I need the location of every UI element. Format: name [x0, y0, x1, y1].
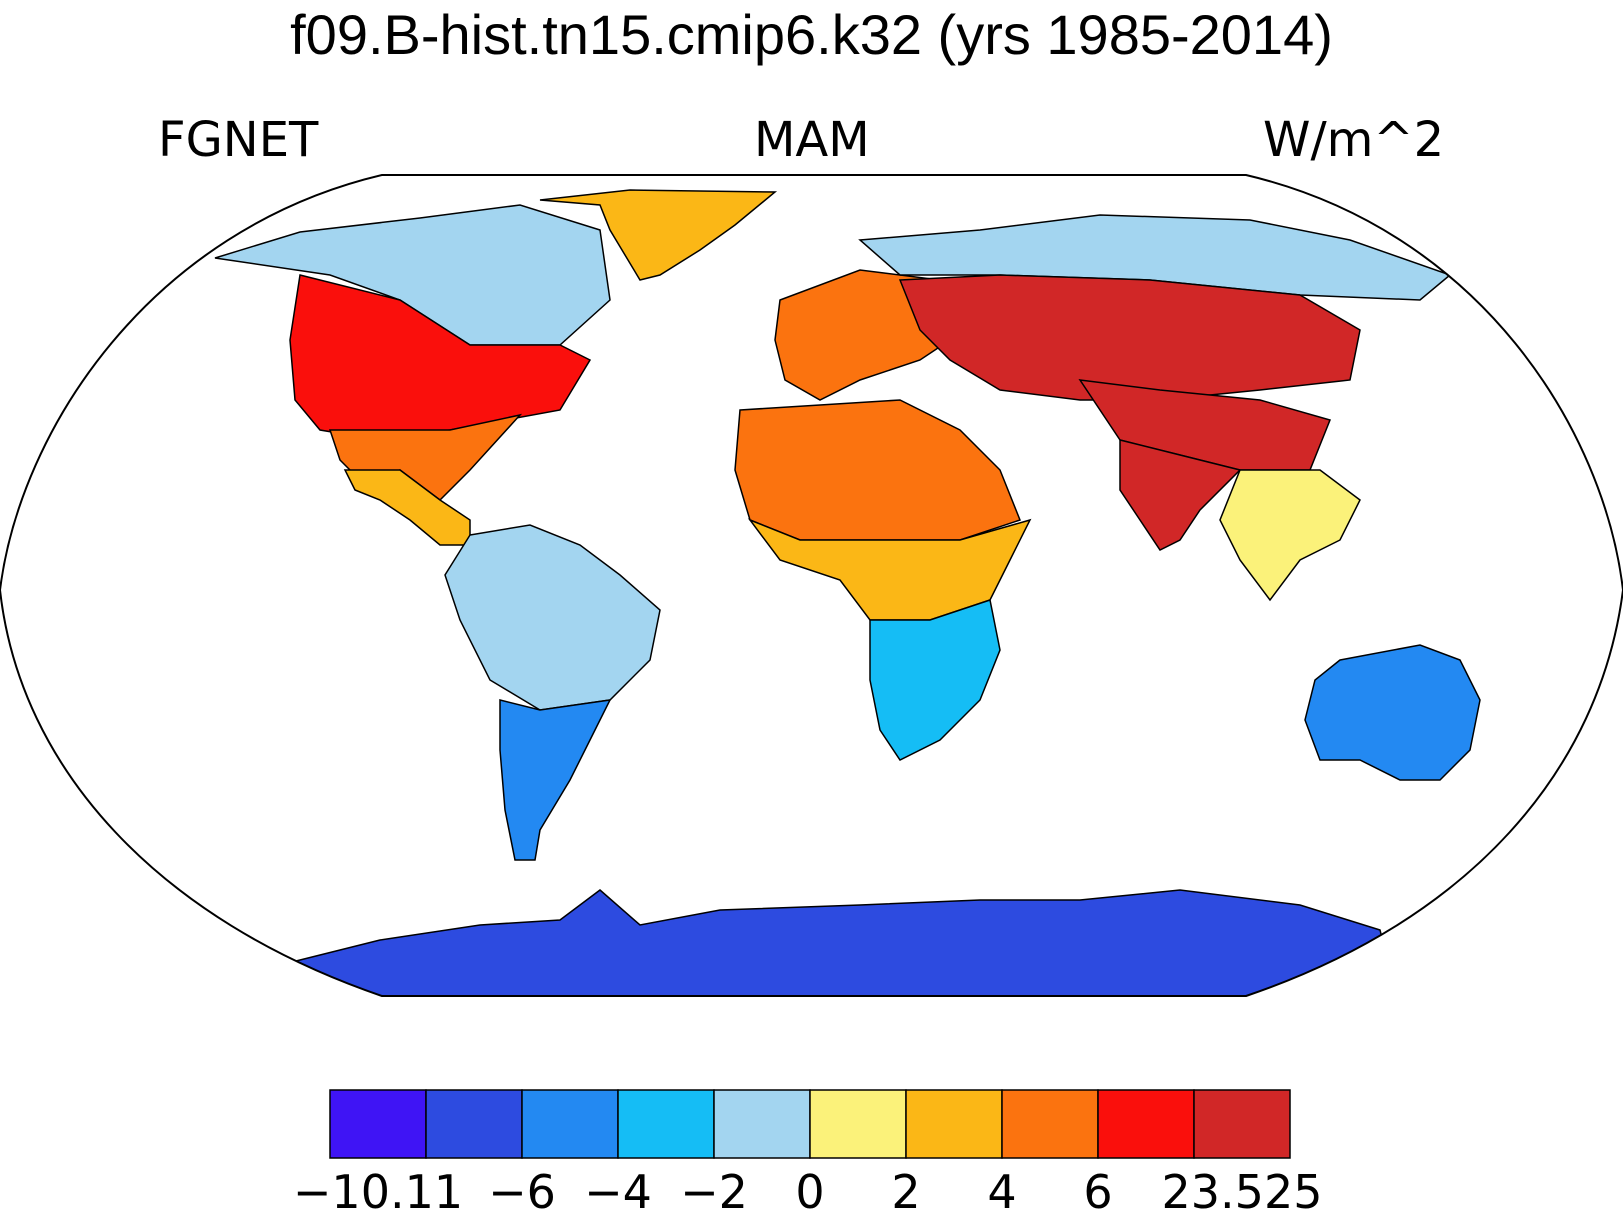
- colorbar-box: [905, 1089, 1003, 1159]
- colorbar-tick-label: 4: [987, 1165, 1017, 1219]
- colorbar-box: [617, 1089, 715, 1159]
- colorbar-box: [329, 1089, 427, 1159]
- region-sahara: [734, 399, 1021, 541]
- region-greenland: [539, 189, 778, 281]
- colorbar-box: [1001, 1089, 1099, 1159]
- region-patagonia: [499, 699, 612, 861]
- region-southeast-asia: [1219, 469, 1361, 602]
- region-arctic-canada: [214, 204, 611, 346]
- colorbar-box: [1097, 1089, 1195, 1159]
- units-label: W/m^2: [1263, 112, 1445, 168]
- region-siberia: [858, 214, 1452, 301]
- region-central-asia: [898, 274, 1361, 401]
- colorbar-tick-label: 0: [795, 1165, 825, 1219]
- region-southern-africa: [869, 599, 1001, 761]
- region-sahel: [747, 518, 1032, 621]
- region-mexico: [343, 469, 471, 546]
- colorbar-box: [1193, 1089, 1291, 1159]
- colorbar: [329, 1089, 1291, 1159]
- region-india: [1119, 439, 1242, 551]
- variable-label: FGNET: [158, 112, 319, 168]
- region-australia: [1304, 644, 1481, 781]
- colorbar-box: [425, 1089, 523, 1159]
- colorbar-box: [521, 1089, 619, 1159]
- colorbar-tick-label: 23.525: [1161, 1165, 1323, 1219]
- region-amazon-basin: [444, 524, 661, 711]
- colorbar-tick-label: 2: [891, 1165, 921, 1219]
- colorbar-tick-label: −10.11: [292, 1165, 464, 1219]
- land-shading: [214, 189, 1481, 996]
- season-label: MAM: [754, 112, 870, 168]
- colorbar-tick-label: 6: [1083, 1165, 1113, 1219]
- colorbar-box: [809, 1089, 907, 1159]
- colorbar-box: [713, 1089, 811, 1159]
- region-antarctica: [258, 889, 1391, 996]
- colorbar-tick-label: −6: [488, 1165, 556, 1219]
- map-boundary: [0, 174, 1623, 997]
- plot-title: f09.B-hist.tn15.cmip6.k32 (yrs 1985-2014…: [290, 3, 1333, 66]
- colorbar-tick-label: −4: [584, 1165, 652, 1219]
- colorbar-tick-label: −2: [680, 1165, 748, 1219]
